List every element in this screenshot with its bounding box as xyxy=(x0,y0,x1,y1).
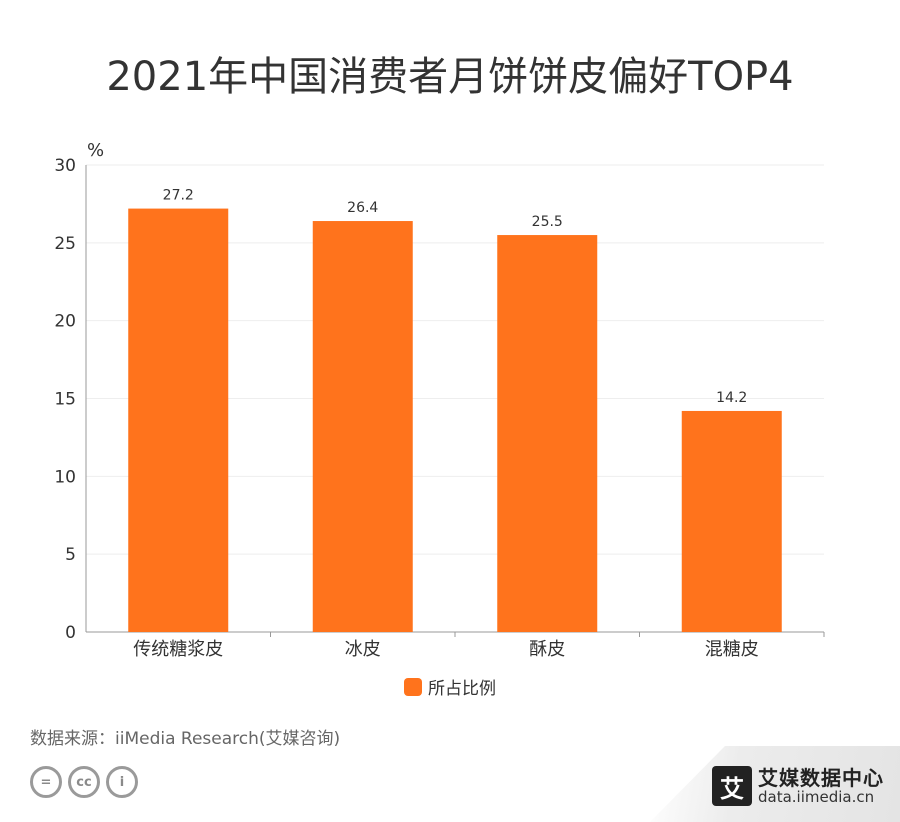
y-tick-label: 5 xyxy=(65,545,76,565)
y-tick-label: 30 xyxy=(54,156,76,176)
bars xyxy=(128,208,782,633)
bar-chart: 0 5 10 15 20 25 30% 27.2 传统糖浆皮 26.4 冰皮 25.5 酥皮 14.2 混糖… xyxy=(54,140,825,660)
cc-by-icon: i xyxy=(106,766,138,798)
bar xyxy=(128,208,229,632)
y-tick-label: 20 xyxy=(54,312,76,332)
source-note: 数据来源：iiMedia Research(艾媒咨询) xyxy=(30,729,341,749)
x-tick-label: 酥皮 xyxy=(529,639,565,660)
legend-swatch xyxy=(404,677,422,696)
bar xyxy=(497,235,598,633)
bar xyxy=(681,410,782,632)
logo-icon: 艾 xyxy=(712,766,752,806)
data-label: 26.4 xyxy=(347,200,378,216)
y-tick-label: 15 xyxy=(54,390,76,410)
cc-nd-icon: = xyxy=(30,766,62,798)
y-tick-label: 0 xyxy=(65,623,76,643)
data-label: 25.5 xyxy=(532,214,563,230)
chart-title: 2021年中国消费者月饼饼皮偏好TOP4 xyxy=(106,54,794,100)
cc-icon: cc xyxy=(68,766,100,798)
legend-label: 所占比例 xyxy=(428,679,496,699)
data-label: 14.2 xyxy=(716,390,747,406)
x-tick-label: 冰皮 xyxy=(345,639,381,660)
data-label: 27.2 xyxy=(163,188,194,204)
logo-url: data.iimedia.cn xyxy=(758,787,875,806)
y-tick-label: 10 xyxy=(54,467,76,487)
bar xyxy=(312,221,413,633)
x-tick-label: 混糖皮 xyxy=(705,639,759,660)
brand-logo[interactable]: 艾 艾媒数据中心 data.iimedia.cn xyxy=(712,766,884,806)
y-tick-label: 25 xyxy=(54,234,76,254)
license-badges: = cc i xyxy=(30,766,138,798)
y-unit-label: % xyxy=(87,140,104,161)
x-tick-label: 传统糖浆皮 xyxy=(133,639,223,660)
labels: 0 5 10 15 20 25 30% 27.2 传统糖浆皮 26.4 冰皮 25.5 酥皮 14.2 混糖… xyxy=(54,140,758,660)
legend[interactable]: 所占比例 xyxy=(0,674,900,699)
logo-name: 艾媒数据中心 xyxy=(758,765,884,790)
